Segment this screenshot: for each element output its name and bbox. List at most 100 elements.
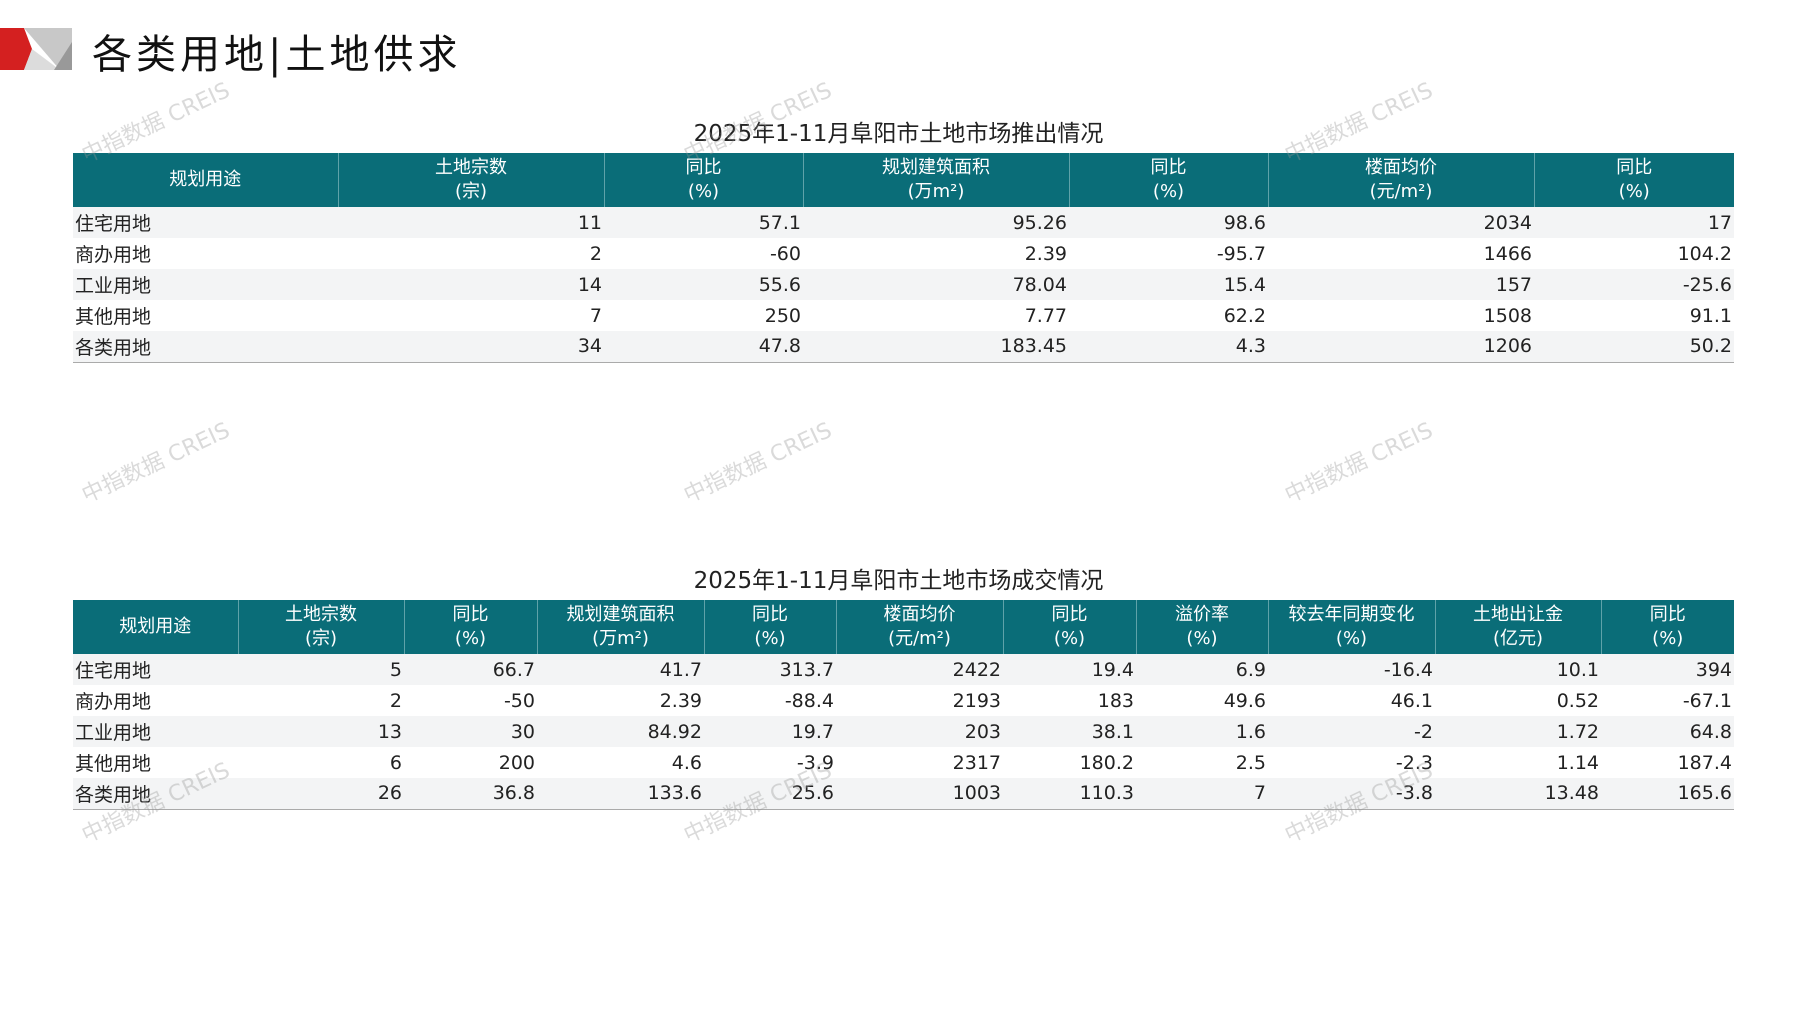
column-header-line: (宗) [454, 181, 488, 202]
table-cell: -2.3 [1395, 751, 1433, 774]
table-cell: 2 [589, 242, 602, 265]
column-header-line: (%) [687, 181, 720, 202]
column-header: 溢价率 (%) [1135, 600, 1268, 654]
column-header-line: 土地宗数 [285, 604, 357, 625]
deal-table-title: 2025年1-11月阜阳市土地市场成交情况 [693, 568, 1104, 594]
column-header-line: (%) [454, 628, 487, 649]
table-cell: 187.4 [1677, 751, 1732, 774]
table-row: 各类用地 26 36.8 133.6 25.6 1003 110.3 7 -3.8 13.48 16… [73, 778, 1734, 810]
table-cell: 26 [238, 778, 404, 810]
column-header: 同比 (%) [603, 153, 803, 207]
table-cell: 95.26 [803, 207, 1069, 238]
column-header: 楼面均价 (元/m²) [835, 600, 1003, 654]
table-cell: 30 [404, 716, 537, 747]
table-cell: 57.1 [604, 207, 803, 238]
column-header: 同比 (%) [703, 600, 836, 654]
column-header-line: (%) [754, 628, 786, 649]
column-header-line: 同比 [1051, 604, 1088, 625]
table-cell: 78.04 [803, 269, 1069, 300]
table-cell: 1003 [836, 778, 1003, 810]
column-header-line: 规划用途 [119, 616, 192, 637]
table-cell: 19.7 [704, 716, 836, 747]
column-header-line: 溢价率 [1175, 604, 1229, 625]
supply-table: 规划用途 土地宗数 (宗) 同比 (%) 规划建筑面积 (万m²) 同比 (%) 楼面均价 (元/m… [73, 153, 1734, 363]
table-cell: -95.7 [1216, 242, 1266, 265]
table-row: 其他用地 6 200 4.6 -3.9 2317 180.2 2.5 -2.3 1.14 187.4 [73, 747, 1734, 778]
table-cell: -16.4 [1268, 654, 1435, 685]
supply-table-title: 2025年1-11月阜阳市土地市场推出情况 [693, 121, 1104, 147]
table-cell: 17 [1534, 207, 1734, 238]
row-label: 商办用地 [75, 691, 152, 713]
table-cell: 157 [1268, 269, 1534, 300]
table-cell: 11 [338, 207, 604, 238]
watermark: 中指数据 CREIS [680, 418, 836, 509]
table-cell: 38.1 [1003, 716, 1136, 747]
column-header-line: 楼面均价 [883, 604, 956, 625]
table-cell: 250 [764, 304, 801, 327]
table-cell: 66.7 [404, 654, 537, 685]
column-header-line: 同比 [752, 604, 788, 625]
column-header-line: (元/m²) [1369, 181, 1433, 202]
table-cell: 2422 [836, 654, 1003, 685]
table-cell: 4.3 [1069, 331, 1268, 363]
column-header-line: (%) [1152, 181, 1185, 202]
row-label: 各类用地 [73, 331, 338, 363]
column-header-line: 规划建筑面积 [882, 157, 990, 178]
column-header-line: 同比 [452, 604, 489, 625]
column-header-line: (%) [1186, 628, 1218, 649]
table-cell: 19.4 [1003, 654, 1136, 685]
table-cell: -25.6 [1534, 269, 1734, 300]
table-cell: 7 [589, 304, 602, 327]
column-header-line: (万m²) [907, 181, 965, 202]
table-cell: 50.2 [1534, 331, 1734, 363]
table-cell: -88.4 [784, 689, 834, 712]
row-label: 其他用地 [75, 753, 152, 775]
watermark: 中指数据 CREIS [1281, 418, 1437, 509]
table-cell: 36.8 [404, 778, 537, 810]
column-header-line: (%) [1652, 628, 1684, 649]
column-header-line: 土地出让金 [1473, 604, 1563, 625]
table-cell: 25.6 [704, 778, 836, 810]
table-cell: 203 [836, 716, 1003, 747]
column-header-line: (万m²) [592, 628, 649, 649]
column-header-line: 较去年同期变化 [1288, 604, 1415, 625]
column-header: 同比 (%) [1533, 153, 1734, 207]
brand-logo [0, 28, 72, 70]
table-cell: 13.48 [1435, 778, 1601, 810]
table-cell: 15.4 [1069, 269, 1268, 300]
table-cell: 1206 [1268, 331, 1534, 363]
table-cell: 4.6 [671, 751, 702, 774]
table-cell: 110.3 [1003, 778, 1136, 810]
column-header-line: (宗) [304, 628, 338, 649]
page-title: 各类用地|土地供求 [92, 32, 462, 78]
row-label: 住宅用地 [73, 654, 238, 685]
table-cell: 180.2 [1079, 751, 1134, 774]
table-cell: 2 [389, 689, 402, 712]
column-header-line: 同比 [1150, 157, 1187, 178]
table-row: 住宅用地 11 57.1 95.26 98.6 2034 17 [73, 207, 1734, 238]
table-row: 其他用地 7 250 7.77 62.2 1508 91.1 [73, 300, 1734, 331]
deal-table: 规划用途 土地宗数 (宗) 同比 (%) 规划建筑面积 (万m²) 同比 (%) 楼面均价 (元/m… [73, 600, 1734, 810]
table-cell: -3.9 [796, 751, 834, 774]
column-header: 土地宗数 (宗) [237, 600, 404, 654]
table-cell: 10.1 [1435, 654, 1601, 685]
table-cell: 1466 [1483, 242, 1532, 265]
row-label: 工业用地 [73, 269, 338, 300]
table-cell: 1.72 [1435, 716, 1601, 747]
row-label: 各类用地 [73, 778, 238, 810]
table-cell: 2.39 [1024, 242, 1067, 265]
column-header: 同比 (%) [403, 600, 537, 654]
table-cell: 91.1 [1689, 304, 1732, 327]
table-row: 工业用地 13 30 84.92 19.7 203 38.1 1.6 -2 1.72 64.8 [73, 716, 1734, 747]
row-label: 其他用地 [75, 306, 152, 328]
table-cell: 133.6 [537, 778, 704, 810]
column-header-line: 土地宗数 [435, 157, 507, 178]
column-header-line: 楼面均价 [1365, 157, 1437, 178]
table-cell: 2.39 [659, 689, 702, 712]
row-label: 住宅用地 [73, 207, 338, 238]
table-cell: 34 [338, 331, 604, 363]
table-cell: 200 [498, 751, 535, 774]
table-cell: 6 [389, 751, 402, 774]
watermark: 中指数据 CREIS [78, 418, 234, 509]
column-header: 楼面均价 (元/m²) [1267, 153, 1534, 207]
